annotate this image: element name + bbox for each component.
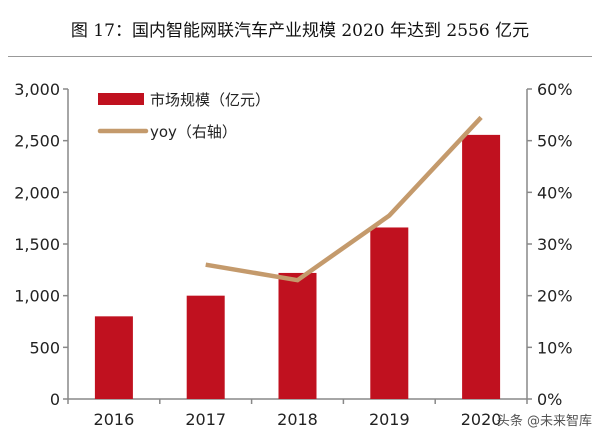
legend-line-label: yoy（右轴） (150, 123, 237, 141)
bar-2018 (278, 272, 317, 399)
bar-2019 (370, 227, 409, 399)
x-tick-label: 2019 (369, 410, 410, 429)
bar-2017 (186, 295, 225, 399)
right-tick-label: 10% (537, 338, 573, 357)
left-tick-label: 3,000 (14, 80, 60, 99)
watermark: 头条 @未来智库 (496, 414, 592, 429)
left-tick-label: 1,500 (14, 235, 60, 254)
x-tick-label: 2016 (94, 410, 135, 429)
right-tick-label: 60% (537, 80, 573, 99)
left-tick-label: 1,000 (14, 287, 60, 306)
right-tick-label: 50% (537, 132, 573, 151)
bar-2020 (462, 134, 501, 399)
right-tick-label: 30% (537, 235, 573, 254)
chart-title: 图 17：国内智能网联汽车产业规模 2020 年达到 2556 亿元 (70, 21, 530, 41)
right-tick-label: 0% (537, 390, 562, 409)
yoy-line (205, 115, 483, 283)
right-tick-label: 40% (537, 183, 573, 202)
legend-bar-swatch (98, 93, 144, 105)
legend-bar-label: 市场规模（亿元） (150, 91, 270, 109)
x-tick-label: 2017 (185, 410, 226, 429)
title-divider (8, 56, 592, 57)
left-tick-label: 0 (50, 390, 60, 409)
left-tick-label: 2,000 (14, 183, 60, 202)
bar-2016 (94, 316, 133, 399)
left-tick-label: 2,500 (14, 132, 60, 151)
left-tick-label: 500 (29, 338, 60, 357)
right-tick-label: 20% (537, 287, 573, 306)
x-tick-label: 2020 (461, 410, 502, 429)
x-tick-label: 2018 (277, 410, 318, 429)
